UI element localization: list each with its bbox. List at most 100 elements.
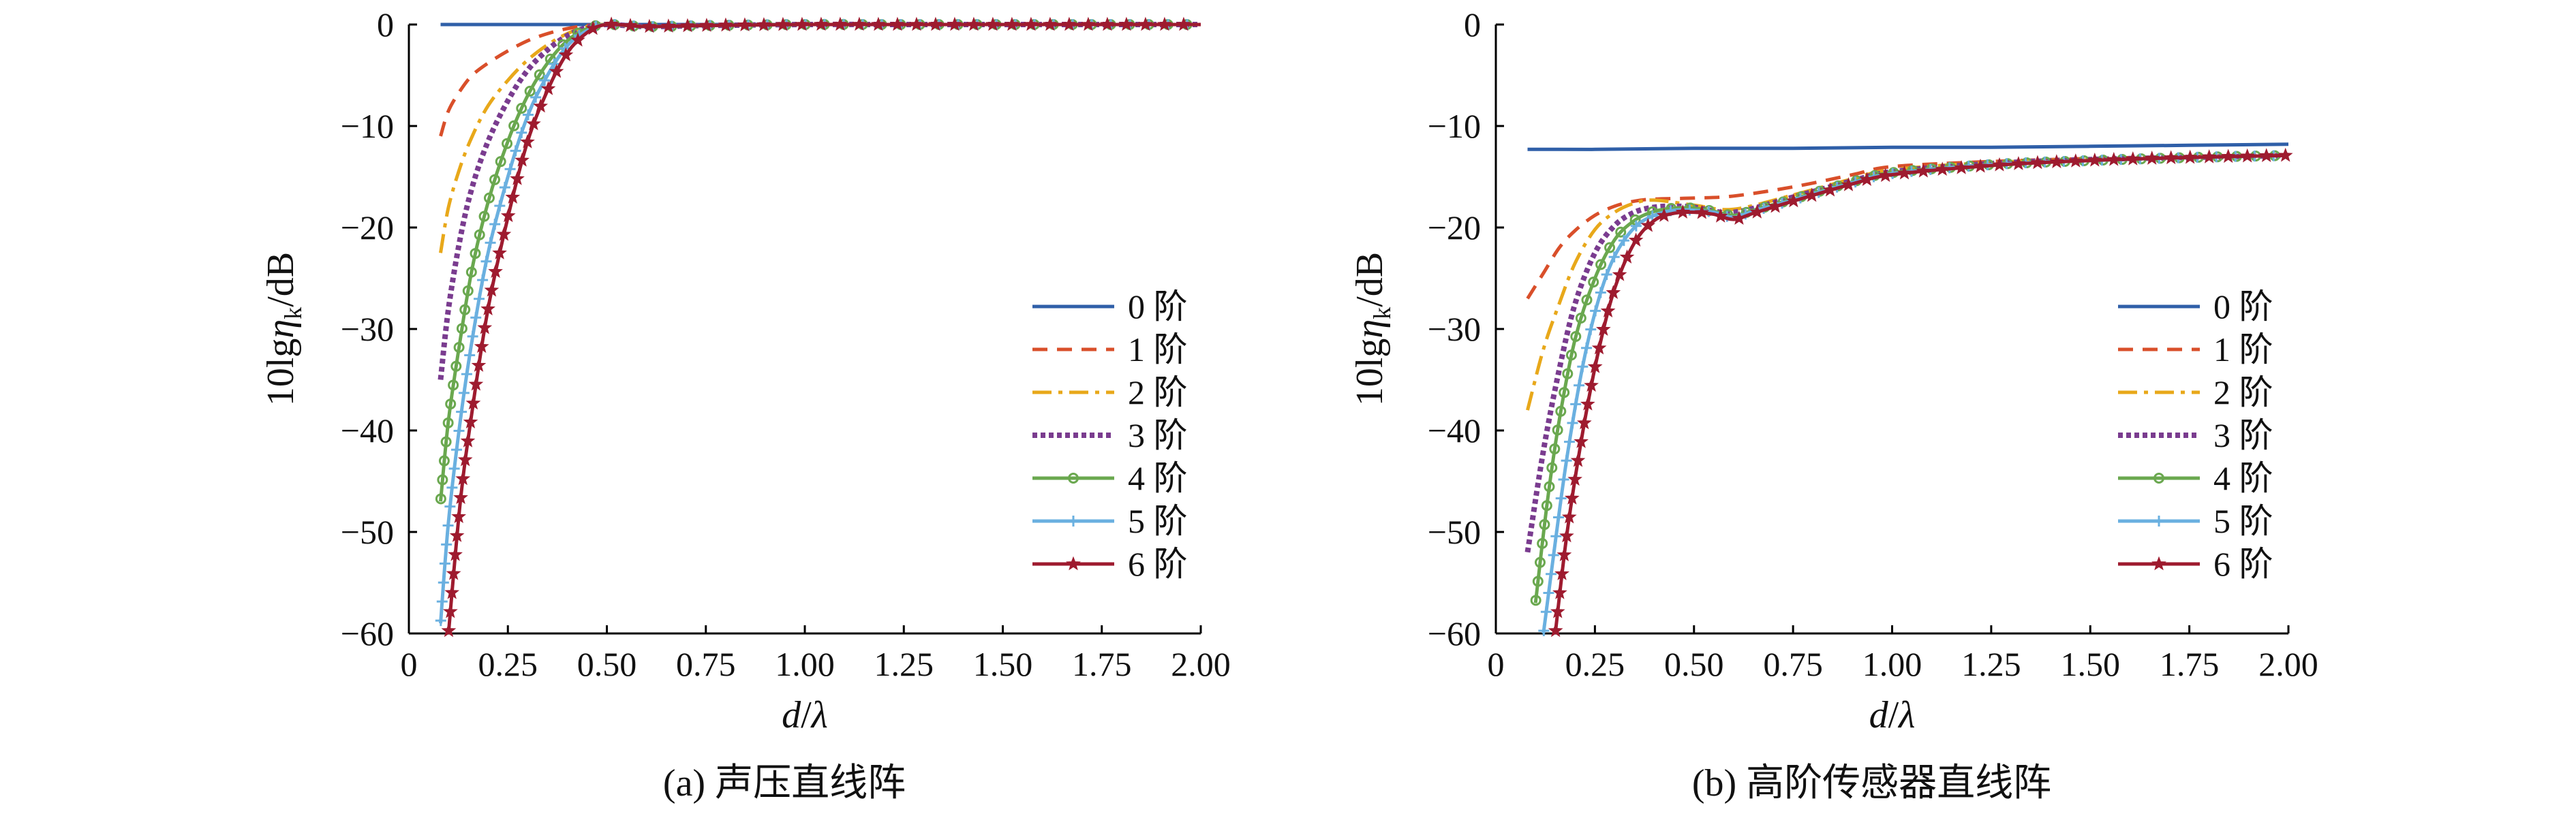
series-marker xyxy=(471,358,487,372)
series-marker xyxy=(468,376,484,391)
y-axis-label-pre: 10lg xyxy=(1349,339,1391,407)
y-axis-label: 10lgηk/dB xyxy=(1349,252,1396,406)
series-marker xyxy=(1550,603,1565,618)
series-marker xyxy=(756,17,771,31)
series-marker xyxy=(520,134,535,148)
series-marker xyxy=(446,482,458,493)
series-marker xyxy=(1570,452,1586,467)
series-marker xyxy=(439,558,450,569)
x-tick-label: 1.50 xyxy=(2061,645,2121,683)
legend-label: 4 阶 xyxy=(2213,459,2273,497)
series-marker xyxy=(524,85,536,97)
series-marker xyxy=(436,596,448,608)
series-marker xyxy=(515,152,530,167)
series-marker xyxy=(456,323,467,334)
series-marker xyxy=(2163,150,2179,165)
series-marker xyxy=(1935,161,1950,176)
y-tick-label: −10 xyxy=(341,107,394,145)
series-marker xyxy=(1581,294,1593,306)
series-marker xyxy=(1916,163,1931,178)
series-marker xyxy=(1567,471,1582,486)
y-axis-label-sub: k xyxy=(1368,307,1396,319)
series-marker xyxy=(1575,313,1586,324)
x-tick-label: 1.25 xyxy=(874,645,934,683)
series-marker xyxy=(1062,16,1077,31)
series-marker xyxy=(462,285,474,297)
legend-entry: 0 阶 xyxy=(1032,287,1188,326)
series-2-order xyxy=(1526,153,2289,411)
series-marker xyxy=(534,69,545,80)
series-marker xyxy=(496,226,512,241)
series-marker xyxy=(1552,584,1567,599)
series-marker xyxy=(438,577,449,589)
series-marker xyxy=(2144,151,2160,165)
legend-entry: 6 阶 xyxy=(1032,545,1188,583)
legend-label: 3 阶 xyxy=(1128,416,1188,454)
series-marker xyxy=(1563,436,1575,448)
series-marker xyxy=(1546,568,1557,580)
series-marker xyxy=(2049,154,2064,168)
x-tick-label: 1.00 xyxy=(775,645,835,683)
x-axis-label-den: λ xyxy=(810,694,828,736)
legend-label: 2 阶 xyxy=(2213,373,2273,411)
series-marker xyxy=(661,18,676,33)
series-6-order xyxy=(1548,147,2293,638)
series-marker xyxy=(457,452,473,467)
x-axis-label-den: λ xyxy=(1897,694,1915,736)
series-marker xyxy=(1565,349,1577,361)
x-axis-label-var: d xyxy=(782,694,801,736)
series-5-order xyxy=(435,18,1201,627)
series-marker xyxy=(1713,208,1728,223)
series-marker xyxy=(549,63,564,78)
series-marker xyxy=(1561,455,1572,467)
x-axis-label-slash: / xyxy=(1888,694,1899,736)
series-marker xyxy=(1574,434,1589,448)
y-axis-label-pre: 10lg xyxy=(260,339,302,407)
series-line xyxy=(1542,153,2289,634)
series-marker xyxy=(458,387,470,398)
series-marker xyxy=(1604,242,1616,253)
series-marker xyxy=(1841,177,1856,191)
series-marker xyxy=(2068,153,2083,168)
x-tick-label: 0.50 xyxy=(1664,645,1724,683)
series-marker xyxy=(448,546,463,561)
x-tick-label: 2.00 xyxy=(2258,645,2318,683)
legend-label: 4 阶 xyxy=(1128,459,1188,497)
legend-entry: 1 阶 xyxy=(1032,330,1188,368)
x-tick-label: 1.75 xyxy=(2160,645,2220,683)
series-marker xyxy=(1005,16,1019,31)
series-marker xyxy=(1549,443,1561,455)
series-marker xyxy=(776,16,791,31)
legend-label: 3 阶 xyxy=(2213,416,2273,454)
series-marker xyxy=(1591,340,1607,355)
legend-entry: 5 阶 xyxy=(1032,502,1188,540)
series-marker xyxy=(1157,16,1172,31)
series-marker xyxy=(623,18,638,32)
series-marker xyxy=(1694,204,1710,219)
x-tick-label: 0 xyxy=(401,645,418,683)
series-marker xyxy=(1081,16,1096,31)
series-marker xyxy=(449,528,465,542)
series-marker xyxy=(450,360,462,372)
series-marker xyxy=(795,16,810,31)
series-marker xyxy=(1615,226,1627,238)
x-tick-label: 1.50 xyxy=(973,645,1033,683)
series-line xyxy=(1527,142,2289,151)
series-line xyxy=(446,22,1201,634)
series-marker xyxy=(1595,259,1607,270)
series-marker xyxy=(585,20,601,35)
chart-panel-a: 0 0.25 0.50 0.75 1.00 1.25 1.50 1.75 2.00 0 −10 −20… xyxy=(260,5,1231,804)
x-axis-label: d/λ xyxy=(782,694,828,736)
y-tick-label: 0 xyxy=(1464,5,1481,44)
legend-marker xyxy=(1066,556,1081,571)
series-marker xyxy=(1581,342,1593,354)
y-axis-label-group: 10lgηk/dB xyxy=(1349,252,1396,406)
series-marker xyxy=(1567,417,1578,428)
y-tick-label: −40 xyxy=(1428,411,1481,450)
series-marker xyxy=(441,623,457,638)
series-marker xyxy=(642,18,657,33)
series-marker xyxy=(483,192,495,204)
legend-label: 0 阶 xyxy=(1128,287,1188,326)
series-marker xyxy=(1552,424,1563,436)
series-marker xyxy=(1541,500,1552,512)
